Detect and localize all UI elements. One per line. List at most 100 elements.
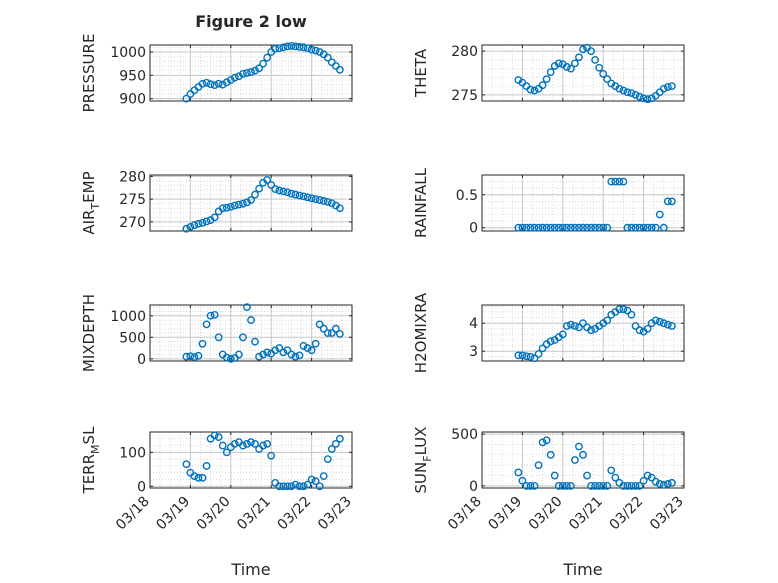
data-point: [607, 466, 616, 475]
subplot-mixdepth: 0 500 1000 MIXDEPTH: [80, 294, 353, 372]
data-point: [542, 75, 551, 84]
series-markers: [514, 43, 676, 104]
subplot-rainfall: 0 0.5 RAINFALL: [412, 167, 685, 238]
data-point: [230, 201, 239, 210]
data-point: [230, 439, 239, 448]
data-point: [663, 479, 672, 488]
x-axis-label: Time: [562, 560, 602, 579]
data-point: [546, 450, 555, 459]
data-point: [263, 348, 272, 357]
data-point: [627, 482, 636, 490]
data-point: [226, 202, 235, 211]
chart-title: Figure 2 low: [195, 12, 307, 31]
y-tick-label: 900: [119, 92, 146, 108]
data-point: [522, 352, 531, 361]
data-point: [243, 303, 251, 312]
data-point: [643, 471, 652, 480]
data-point: [299, 43, 308, 52]
data-point: [663, 320, 672, 329]
data-point: [234, 72, 243, 81]
data-point: [575, 53, 583, 62]
data-point: [631, 223, 640, 232]
data-point: [222, 203, 231, 212]
axes-box: [149, 304, 353, 362]
data-point: [182, 352, 191, 361]
data-point: [194, 473, 203, 482]
data-point: [546, 223, 555, 232]
data-point: [627, 310, 636, 319]
data-point: [255, 64, 263, 73]
data-point: [655, 317, 664, 326]
data-point: [635, 223, 644, 232]
data-point: [202, 320, 211, 329]
data-point: [279, 43, 288, 52]
data-point: [275, 482, 284, 491]
data-point: [651, 477, 660, 486]
data-point: [331, 439, 340, 448]
data-point: [603, 75, 612, 84]
data-point: [643, 324, 652, 333]
data-point: [579, 223, 587, 232]
data-point: [275, 44, 284, 53]
data-point: [315, 320, 324, 329]
data-point: [299, 192, 308, 201]
data-point: [243, 439, 251, 448]
data-point: [530, 86, 539, 95]
data-point: [218, 441, 227, 450]
data-point: [619, 86, 628, 95]
data-point: [315, 482, 324, 491]
data-point: [210, 81, 219, 90]
data-point: [315, 196, 324, 204]
data-point: [226, 76, 235, 84]
axes-box: [149, 44, 353, 102]
data-point: [234, 350, 243, 359]
data-point: [562, 62, 571, 71]
data-point: [579, 45, 587, 54]
data-point: [190, 472, 199, 481]
data-point: [530, 354, 539, 363]
data-point: [635, 326, 644, 335]
data-point: [635, 92, 644, 101]
data-point: [259, 441, 268, 450]
data-point: [542, 436, 551, 445]
data-point: [202, 217, 211, 226]
data-point: [214, 79, 223, 88]
data-point: [287, 482, 296, 491]
data-point: [663, 197, 672, 206]
data-point: [239, 199, 247, 208]
data-point: [587, 47, 595, 56]
data-point: [198, 339, 207, 348]
data-point: [514, 468, 523, 477]
data-point: [643, 223, 652, 232]
data-point: [635, 482, 644, 490]
data-point: [571, 223, 579, 232]
data-point: [651, 316, 660, 325]
data-point: [639, 476, 648, 485]
y-tick-label: 275: [119, 192, 146, 208]
data-point: [639, 94, 648, 103]
data-point: [251, 439, 259, 448]
data-point: [607, 177, 616, 186]
subplot-air_temp: 270 275 280 AIRTEMP: [80, 169, 353, 235]
data-point: [538, 223, 547, 232]
y-axis-label: MIXDEPTH: [80, 294, 98, 372]
data-point: [615, 84, 624, 93]
data-point: [239, 333, 247, 342]
data-point: [198, 473, 207, 482]
y-axis-label: SUNFLUX: [412, 427, 434, 494]
data-point: [331, 324, 340, 333]
y-tick-label: 0: [469, 221, 478, 237]
data-point: [190, 353, 199, 362]
data-point: [303, 480, 312, 489]
data-point: [619, 177, 628, 186]
data-point: [218, 80, 227, 89]
data-point: [595, 482, 604, 490]
data-point: [214, 433, 223, 441]
data-point: [230, 73, 239, 82]
y-axis-label: THETA: [412, 48, 430, 98]
data-point: [595, 63, 604, 72]
data-point: [307, 194, 316, 203]
data-point: [190, 221, 199, 229]
data-point: [530, 223, 539, 232]
